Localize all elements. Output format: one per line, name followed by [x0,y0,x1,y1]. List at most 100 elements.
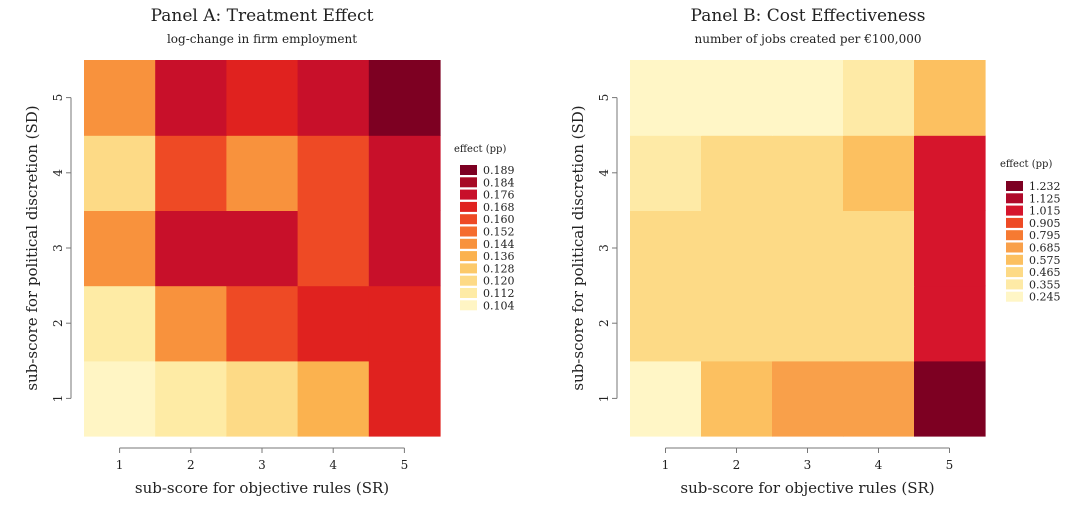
heatmap-cell-x4-y4 [843,135,915,211]
x-tick-label: 1 [116,458,124,472]
x-tick-label: 5 [946,458,954,472]
heatmap-cell-x4-y2 [843,285,915,362]
y-tick-label: 1 [51,395,65,403]
legend-swatch [1006,291,1023,302]
legend-label: 0.128 [483,262,515,275]
legend-label: 0.160 [483,213,515,226]
heatmap-cell-x1-y1 [630,360,702,437]
heatmap-cell-x4-y5 [297,60,370,136]
legend-label: 0.112 [483,287,515,300]
legend-swatch [460,238,477,249]
legend-swatch [460,214,477,225]
heatmap-cell-x4-y1 [297,360,370,437]
legend-label: 1.232 [1029,180,1061,193]
legend-swatch [1006,254,1023,265]
legend-swatch [460,251,477,262]
x-axis-label: sub-score for objective rules (SR) [135,479,389,497]
y-tick-label: 2 [597,319,611,327]
heatmap-cell-x5-y5 [914,60,986,136]
panel-a: Panel A: Treatment Effect log-change in f… [23,6,515,497]
heatmap-cell-x5-y1 [368,360,441,437]
heatmap-cell-x4-y2 [297,285,370,362]
x-tick-label: 4 [329,458,337,472]
x-tick-label: 1 [662,458,670,472]
legend-label: 0.245 [1029,291,1061,304]
heatmap-cell-x2-y5 [701,60,773,136]
legend-label: 0.104 [483,299,515,312]
legend-swatch [460,300,477,311]
legend-swatch [1006,230,1023,241]
legend-label: 0.355 [1029,278,1061,291]
heatmap-cell-x4-y5 [843,60,915,136]
legend-label: 0.575 [1029,254,1061,267]
y-tick-label: 3 [597,244,611,252]
heatmap-cell-x3-y4 [226,135,299,211]
heatmap-cell-x2-y1 [701,360,773,437]
panel-b: Panel B: Cost Effectiveness number of job… [569,6,1061,497]
legend-label: 0.685 [1029,242,1061,255]
heatmap-cell-x3-y1 [772,360,844,437]
heatmap-cell-x3-y2 [772,285,844,362]
heatmap-cell-x2-y3 [701,210,773,287]
heatmap-cell-x1-y5 [84,60,156,136]
legend-swatch [460,189,477,200]
heatmap-cell-x2-y5 [155,60,227,136]
y-tick-label: 3 [51,244,65,252]
legend-swatch [1006,267,1023,278]
legend-label: 0.465 [1029,266,1061,279]
legend-swatch [460,288,477,298]
y-tick-label: 4 [51,169,65,177]
legend-swatch [460,226,477,237]
heatmap-cell-x1-y4 [84,135,156,211]
x-tick-label: 2 [187,458,195,472]
legend-swatch [460,275,477,286]
x-tick-label: 4 [875,458,883,472]
heatmap-cell-x2-y1 [155,360,227,437]
heatmap-cell-x1-y5 [630,60,702,136]
heatmap-cell-x3-y3 [772,210,844,287]
legend-label: 0.136 [483,250,515,263]
y-tick-label: 1 [597,395,611,403]
legend: effect (pp) 1.2321.1251.0150.9050.7950.68… [1000,159,1061,304]
legend-label: 0.189 [483,164,515,177]
heatmap-cell-x4-y1 [843,360,915,437]
heatmap-cell-x1-y1 [84,360,156,437]
heatmap-cell-x5-y4 [914,135,986,211]
heatmap-cell-x5-y2 [914,285,986,362]
y-tick-label: 4 [597,169,611,177]
x-tick-label: 2 [733,458,741,472]
heatmap-cell-x3-y1 [226,360,299,437]
heatmap-cell-x2-y4 [155,135,227,211]
y-tick-label: 2 [51,319,65,327]
chart-title: Panel A: Treatment Effect [151,6,374,26]
heatmap-cell-x1-y4 [630,135,702,211]
chart-title: Panel B: Cost Effectiveness [691,6,926,26]
heatmap-cell-x4-y4 [297,135,370,211]
heatmap-cell-x3-y5 [226,60,299,136]
legend-swatch [460,201,477,212]
legend-label: 0.905 [1029,217,1061,230]
x-axis-label: sub-score for objective rules (SR) [680,479,934,497]
heatmap-cell-x2-y3 [155,210,227,287]
x-tick-label: 3 [258,458,266,472]
heatmap-cell-x2-y2 [155,285,227,362]
heatmap-cell-x5-y3 [368,210,441,287]
heatmap-cell-x5-y2 [368,285,441,362]
x-tick-label: 3 [804,458,812,472]
legend-label: 0.120 [483,275,515,288]
heatmap-cell-x1-y3 [84,210,156,287]
legend-swatch [460,263,477,274]
heatmap-cell-x4-y3 [843,210,915,287]
legend-swatch [1006,193,1023,204]
legend-swatch [1006,279,1023,290]
legend-swatch [1006,217,1023,228]
y-axis-label: sub-score for political discretion (SD) [23,105,41,390]
legend-title: effect (pp) [1000,159,1052,170]
heatmap-cell-x3-y3 [226,210,299,287]
legend: effect (pp) 0.1890.1840.1760.1680.1600.15… [454,144,515,312]
chart-subtitle: number of jobs created per €100,000 [695,32,922,46]
legend-title: effect (pp) [454,144,506,155]
legend-label: 0.168 [483,201,515,214]
